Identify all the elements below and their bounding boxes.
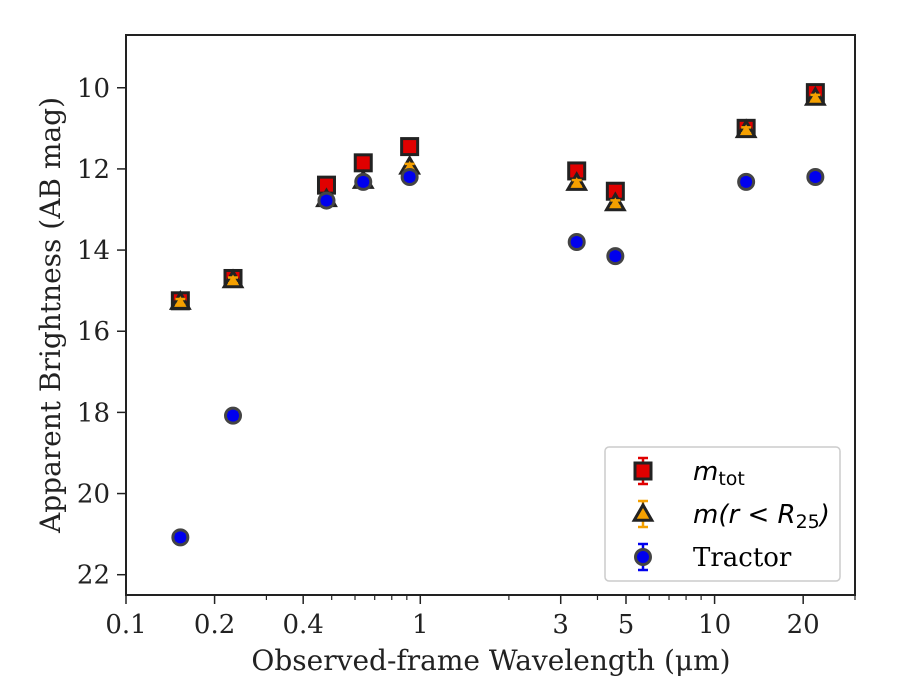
error-bar bbox=[741, 177, 752, 187]
legend-box bbox=[604, 446, 841, 582]
legend-label: m(r < R25) bbox=[693, 500, 830, 533]
plot-area bbox=[168, 83, 827, 547]
axes: 0.1 0.2 0.4 1 3 5 10 20 10 12 14 16 18 20 22 bbox=[77, 34, 856, 640]
legend-entry: mtot bbox=[633, 456, 745, 490]
error-bar bbox=[571, 178, 582, 188]
x-tick-label: 0.1 bbox=[105, 610, 146, 640]
legend-marker bbox=[634, 548, 652, 566]
error-bar bbox=[610, 251, 621, 261]
y-tick-label: 20 bbox=[77, 480, 110, 510]
series-circle bbox=[171, 168, 825, 547]
x-tick-label: 1 bbox=[412, 610, 429, 640]
error-bar bbox=[228, 276, 239, 285]
legend-entry: m(r < R25) bbox=[631, 499, 830, 533]
x-tick-label: 20 bbox=[787, 610, 820, 640]
error-bar bbox=[175, 533, 186, 542]
error-bar bbox=[810, 172, 821, 182]
y-tick-label: 22 bbox=[77, 561, 110, 591]
legend-label: mtot bbox=[693, 457, 745, 490]
y-axis-label: Apparent Brightness (AB mag) bbox=[34, 97, 67, 534]
y-tick-label: 16 bbox=[77, 317, 110, 347]
x-tick-label: 3 bbox=[552, 610, 569, 640]
x-tick-label: 5 bbox=[618, 610, 635, 640]
series-square bbox=[170, 83, 825, 311]
error-bar bbox=[175, 297, 186, 307]
error-bar bbox=[810, 93, 821, 103]
error-bar bbox=[358, 158, 369, 168]
legend-label: Tractor bbox=[693, 543, 792, 573]
x-tick-label: 0.4 bbox=[283, 610, 324, 640]
legend-entry: Tractor bbox=[634, 542, 792, 573]
error-bar bbox=[404, 172, 415, 182]
legend-marker bbox=[633, 461, 653, 481]
error-bar bbox=[741, 126, 752, 135]
x-axis-label: Observed-frame Wavelength (μm) bbox=[251, 644, 730, 677]
error-bar bbox=[358, 177, 369, 187]
error-bar bbox=[571, 237, 582, 247]
x-tick-label: 10 bbox=[698, 610, 731, 640]
y-tick-label: 14 bbox=[77, 236, 110, 266]
error-bar bbox=[610, 199, 621, 208]
legend: mtot m(r < R25) Tractor bbox=[604, 446, 841, 582]
y-tick-label: 10 bbox=[77, 74, 110, 104]
y-tick-label: 12 bbox=[77, 155, 110, 185]
x-tick-label: 0.2 bbox=[194, 610, 235, 640]
error-bar bbox=[228, 411, 239, 420]
error-bar bbox=[321, 196, 332, 205]
y-tick-label: 18 bbox=[77, 398, 110, 428]
plot-frame bbox=[125, 34, 856, 596]
series-triangle bbox=[168, 85, 827, 310]
error-bar bbox=[404, 142, 415, 151]
legend-marker bbox=[631, 501, 655, 522]
